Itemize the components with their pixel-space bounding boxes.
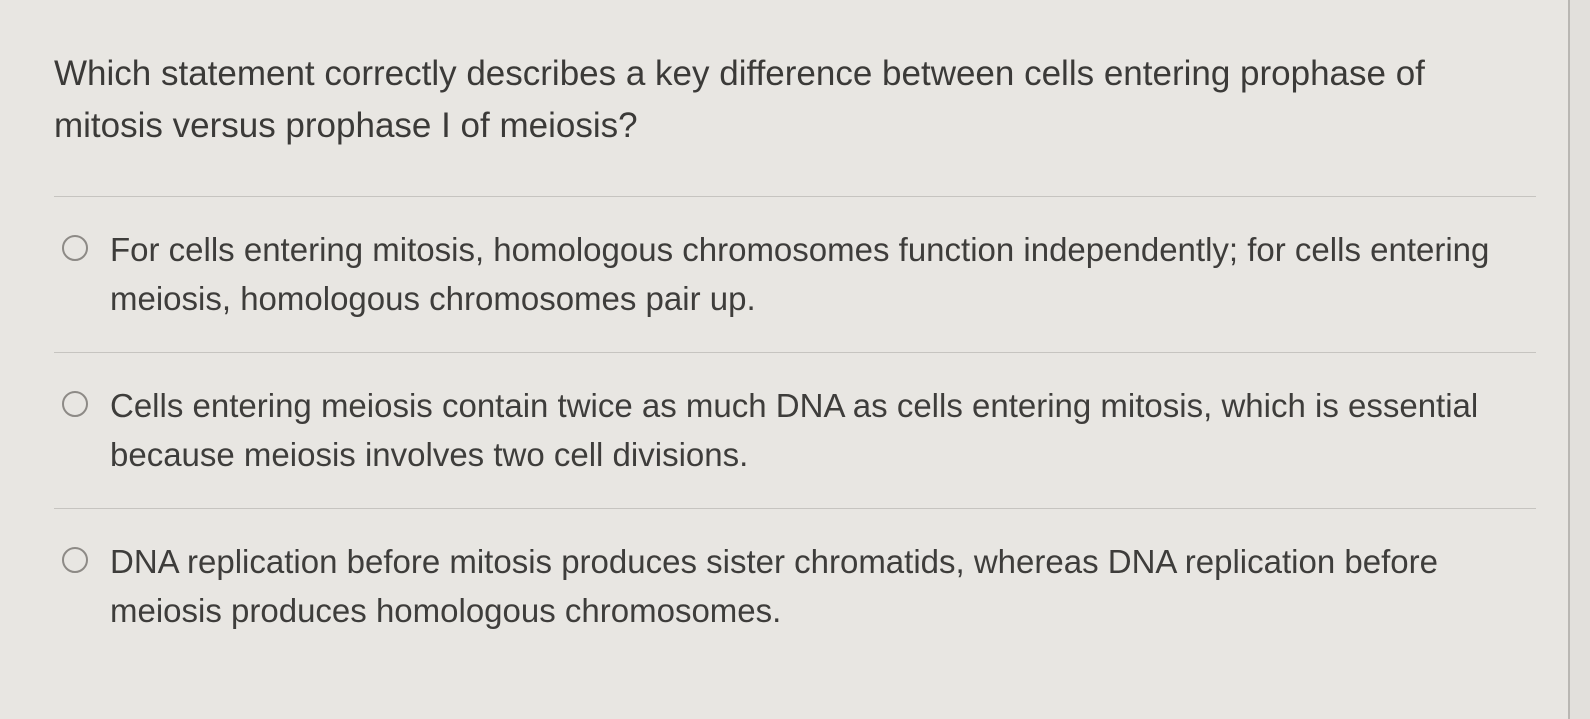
option-text: Cells entering meiosis contain twice as … — [110, 381, 1536, 480]
options-list: For cells entering mitosis, homologous c… — [54, 196, 1536, 664]
question-card: Which statement correctly describes a ke… — [0, 0, 1590, 664]
radio-icon[interactable] — [62, 391, 88, 417]
radio-icon[interactable] — [62, 547, 88, 573]
option-text: DNA replication before mitosis produces … — [110, 537, 1536, 636]
option-row[interactable]: For cells entering mitosis, homologous c… — [54, 197, 1536, 353]
option-text: For cells entering mitosis, homologous c… — [110, 225, 1536, 324]
radio-icon[interactable] — [62, 235, 88, 261]
question-stem: Which statement correctly describes a ke… — [54, 48, 1536, 196]
option-row[interactable]: Cells entering meiosis contain twice as … — [54, 353, 1536, 509]
option-row[interactable]: DNA replication before mitosis produces … — [54, 509, 1536, 664]
scroll-edge — [1568, 0, 1590, 719]
